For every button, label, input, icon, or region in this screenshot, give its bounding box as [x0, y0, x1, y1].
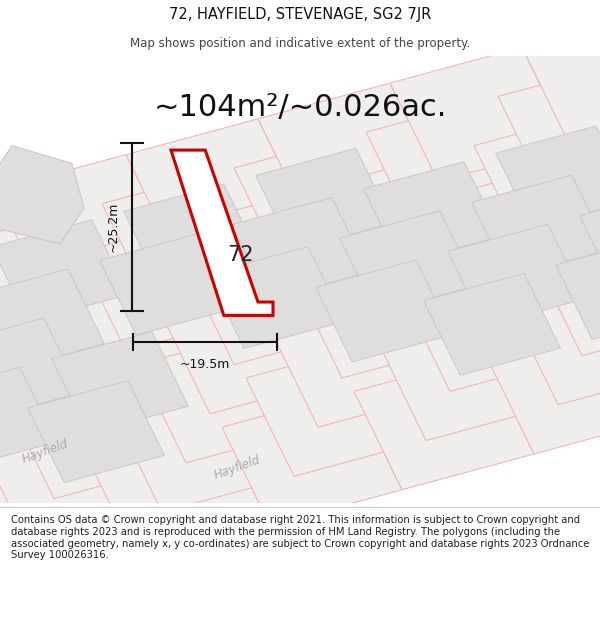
Polygon shape [114, 378, 294, 512]
Polygon shape [100, 233, 236, 335]
Polygon shape [0, 269, 104, 371]
Polygon shape [0, 499, 6, 625]
Polygon shape [294, 244, 474, 378]
Polygon shape [0, 368, 56, 469]
Polygon shape [390, 48, 570, 181]
Polygon shape [90, 427, 270, 561]
Polygon shape [342, 146, 522, 280]
Polygon shape [0, 253, 126, 387]
Polygon shape [78, 217, 258, 351]
Polygon shape [0, 204, 150, 338]
Polygon shape [498, 61, 600, 195]
Polygon shape [378, 306, 558, 441]
Polygon shape [0, 414, 162, 548]
Polygon shape [0, 220, 128, 322]
Polygon shape [0, 401, 54, 534]
Polygon shape [28, 381, 164, 482]
Polygon shape [171, 150, 273, 316]
Text: ~104m²/~0.026ac.: ~104m²/~0.026ac. [154, 93, 446, 122]
Polygon shape [402, 258, 582, 391]
Polygon shape [522, 11, 600, 146]
Polygon shape [0, 449, 30, 584]
Polygon shape [102, 168, 282, 302]
Polygon shape [0, 302, 102, 436]
Polygon shape [0, 318, 80, 420]
Text: ~19.5m: ~19.5m [180, 358, 230, 371]
Polygon shape [6, 364, 186, 499]
Polygon shape [340, 211, 476, 312]
Polygon shape [496, 126, 600, 228]
Polygon shape [448, 224, 584, 326]
Polygon shape [270, 293, 450, 427]
Polygon shape [450, 159, 600, 293]
Polygon shape [582, 123, 600, 258]
Polygon shape [222, 391, 402, 526]
Polygon shape [234, 132, 414, 266]
Polygon shape [364, 162, 500, 264]
Polygon shape [556, 238, 600, 339]
Text: Hayfield: Hayfield [20, 438, 70, 466]
Polygon shape [510, 271, 600, 405]
Text: 72: 72 [227, 245, 254, 265]
Polygon shape [424, 273, 560, 376]
Polygon shape [558, 173, 600, 306]
Polygon shape [534, 222, 600, 356]
Polygon shape [186, 231, 366, 364]
Polygon shape [426, 208, 600, 342]
Polygon shape [208, 247, 344, 349]
Polygon shape [232, 198, 368, 299]
Text: Map shows position and indicative extent of the property.: Map shows position and indicative extent… [130, 38, 470, 51]
Text: ~25.2m: ~25.2m [106, 202, 119, 252]
Polygon shape [366, 96, 546, 231]
Polygon shape [486, 320, 600, 454]
Polygon shape [126, 119, 306, 253]
Polygon shape [316, 260, 452, 362]
Text: 72, HAYFIELD, STEVENAGE, SG2 7JR: 72, HAYFIELD, STEVENAGE, SG2 7JR [169, 6, 431, 21]
Polygon shape [474, 110, 600, 244]
Polygon shape [0, 154, 174, 289]
Polygon shape [30, 316, 210, 449]
Polygon shape [162, 280, 342, 414]
Polygon shape [138, 329, 318, 463]
Polygon shape [52, 331, 188, 433]
Polygon shape [0, 351, 78, 485]
Polygon shape [472, 175, 600, 277]
Polygon shape [0, 239, 18, 374]
Polygon shape [580, 189, 600, 291]
Text: Contains OS data © Crown copyright and database right 2021. This information is : Contains OS data © Crown copyright and d… [11, 515, 589, 560]
Polygon shape [258, 83, 438, 217]
Polygon shape [256, 148, 392, 250]
Polygon shape [0, 463, 138, 597]
Polygon shape [354, 356, 534, 490]
Polygon shape [54, 266, 234, 401]
Polygon shape [0, 190, 42, 324]
Polygon shape [246, 342, 426, 476]
Polygon shape [0, 146, 84, 244]
Polygon shape [210, 181, 390, 316]
Polygon shape [124, 184, 260, 286]
Polygon shape [318, 195, 498, 329]
Text: Hayfield: Hayfield [212, 453, 262, 482]
